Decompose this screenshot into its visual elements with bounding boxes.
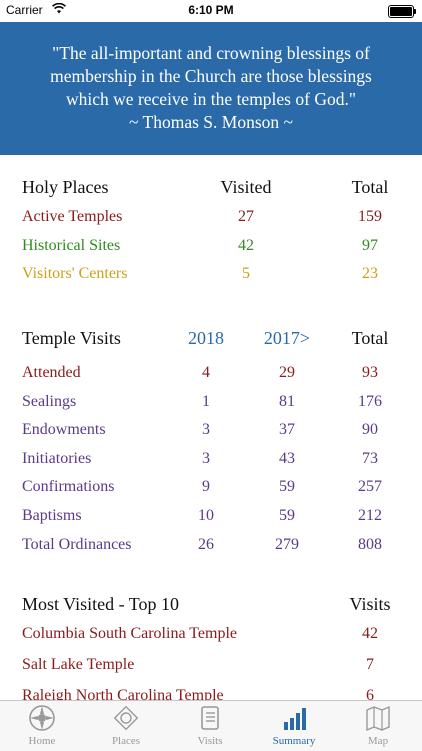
row-label: Total Ordinances (22, 535, 132, 553)
holy-places-row[interactable]: Historical Sites 42 97 (0, 237, 422, 265)
total-column-header: Total (351, 328, 389, 348)
total-column-header: Total (351, 177, 389, 197)
places-icon (112, 704, 140, 732)
tab-home[interactable]: Home (0, 701, 84, 751)
quote-line: "The all-important and crowning blessing… (52, 43, 370, 63)
tab-label: Summary (272, 735, 316, 747)
row-label: Baptisms (22, 507, 82, 524)
quote-line: membership in the Church are those bless… (50, 66, 372, 86)
total-value: 212 (358, 507, 382, 524)
visits-value: 7 (366, 656, 374, 673)
total-value: 23 (362, 265, 378, 282)
row-label: Initiatories (22, 449, 92, 467)
holy-places-title: Holy Places (22, 177, 109, 197)
year-2017-value: 59 (279, 507, 295, 524)
total-value: 808 (358, 535, 382, 553)
visits-value: 42 (362, 625, 378, 642)
temple-visits-row[interactable]: Baptisms 10 59 212 (0, 507, 422, 535)
home-icon (28, 704, 56, 732)
year-2018-value: 3 (202, 421, 210, 439)
tab-bar: Home Places Visits Summary Map (0, 700, 422, 751)
tab-label: Places (111, 735, 141, 747)
temple-name: Columbia South Carolina Temple (22, 625, 238, 642)
summary-icon (280, 704, 308, 732)
year-2018-value: 4 (202, 364, 210, 381)
temple-visits-row[interactable]: Total Ordinances 26 279 808 (0, 536, 422, 564)
tab-label: Map (367, 735, 389, 747)
quote-line: which we receive in the temples of God." (66, 89, 356, 109)
most-visited-header: Most Visited - Top 10 Visits (0, 594, 422, 622)
row-label: Confirmations (22, 478, 115, 496)
year-2018-value: 9 (202, 478, 210, 496)
holy-places-header: Holy Places Visited Total (0, 177, 422, 205)
most-visited-row[interactable]: Salt Lake Temple 7 (0, 656, 422, 684)
year-2017-value: 29 (279, 364, 295, 381)
row-label: Endowments (22, 421, 106, 439)
temple-visits-header: Temple Visits 2018 2017> Total (0, 328, 422, 356)
map-icon (364, 704, 392, 732)
total-value: 176 (358, 392, 382, 410)
temple-visits-row[interactable]: Sealings 1 81 176 (0, 393, 422, 421)
tab-map[interactable]: Map (336, 701, 420, 751)
row-label: Active Temples (22, 208, 123, 225)
year-2017-value: 81 (279, 392, 295, 410)
quote-author: ~ Thomas S. Monson ~ (129, 112, 293, 132)
year-2017-value: 43 (279, 449, 295, 467)
year-2017-column-header[interactable]: 2017> (263, 328, 311, 348)
row-label: Attended (22, 364, 81, 381)
year-2018-value: 3 (202, 449, 210, 467)
most-visited-row[interactable]: Raleigh North Carolina Temple 6 (0, 687, 422, 715)
holy-places-row[interactable]: Active Temples 27 159 (0, 208, 422, 236)
total-value: 93 (362, 364, 378, 381)
visited-value: 27 (238, 208, 254, 225)
quote-banner: "The all-important and crowning blessing… (0, 22, 422, 155)
temple-visits-row[interactable]: Attended 4 29 93 (0, 364, 422, 392)
wifi-icon (52, 2, 66, 17)
year-2017-value: 59 (279, 478, 295, 496)
year-2018-column-header[interactable]: 2018 (188, 328, 224, 348)
visits-column-header: Visits (349, 594, 391, 614)
temple-visits-title: Temple Visits (22, 328, 121, 348)
status-bar: Carrier 6:10 PM (0, 0, 422, 22)
row-label: Historical Sites (22, 236, 121, 254)
total-value: 90 (362, 421, 378, 439)
visits-icon (196, 704, 224, 732)
temple-name: Raleigh North Carolina Temple (22, 687, 224, 704)
year-2017-value: 37 (279, 421, 295, 439)
battery-icon (388, 5, 416, 18)
tab-places[interactable]: Places (84, 701, 168, 751)
total-value: 73 (362, 449, 378, 467)
total-value: 159 (358, 208, 382, 225)
visited-column-header: Visited (220, 177, 272, 197)
year-2017-value: 279 (275, 535, 299, 553)
year-2018-value: 26 (198, 535, 214, 553)
total-value: 97 (362, 236, 378, 254)
temple-name: Salt Lake Temple (22, 656, 135, 673)
temple-visits-row[interactable]: Confirmations 9 59 257 (0, 478, 422, 506)
year-2018-value: 1 (202, 392, 210, 410)
temple-visits-row[interactable]: Initiatories 3 43 73 (0, 450, 422, 478)
carrier-label: Carrier (6, 3, 43, 17)
visits-value: 6 (366, 687, 374, 704)
row-label: Visitors' Centers (22, 265, 128, 282)
tab-visits[interactable]: Visits (168, 701, 252, 751)
most-visited-row[interactable]: Columbia South Carolina Temple 42 (0, 625, 422, 653)
visited-value: 42 (238, 236, 254, 254)
row-label: Sealings (22, 392, 77, 410)
tab-label: Home (28, 735, 56, 747)
visited-value: 5 (242, 265, 250, 282)
total-value: 257 (358, 478, 382, 496)
most-visited-title: Most Visited - Top 10 (22, 594, 180, 614)
holy-places-row[interactable]: Visitors' Centers 5 23 (0, 265, 422, 293)
temple-visits-row[interactable]: Endowments 3 37 90 (0, 421, 422, 449)
clock: 6:10 PM (188, 3, 234, 17)
tab-label: Visits (197, 735, 223, 747)
year-2018-value: 10 (198, 507, 214, 524)
tab-summary[interactable]: Summary (252, 701, 336, 751)
